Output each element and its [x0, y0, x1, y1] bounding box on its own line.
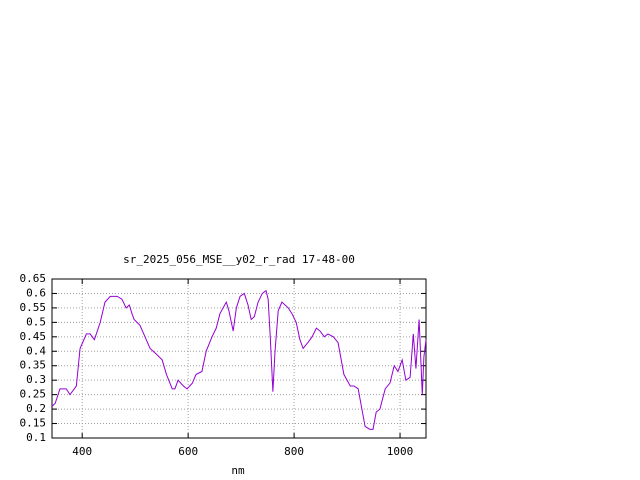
y-tick-label: 0.6 — [26, 286, 46, 299]
x-tick-label: 600 — [178, 445, 198, 458]
x-tick-label: 1000 — [387, 445, 414, 458]
y-tick-label: 0.35 — [20, 359, 47, 372]
x-axis-label: nm — [231, 464, 245, 477]
plot-frame — [51, 278, 427, 439]
y-tick-label: 0.2 — [26, 402, 46, 415]
x-tick-label: 400 — [72, 445, 92, 458]
y-tick-label: 0.4 — [26, 344, 46, 357]
x-tick-label: 800 — [284, 445, 304, 458]
y-tick-label: 0.1 — [26, 431, 46, 444]
y-tick-label: 0.55 — [20, 301, 47, 314]
y-tick-label: 0.45 — [20, 330, 47, 343]
y-tick-label: 0.15 — [20, 417, 47, 430]
y-tick-label: 0.25 — [20, 388, 47, 401]
y-tick-label: 0.5 — [26, 315, 46, 328]
chart-title: sr_2025_056_MSE__y02_r_rad 17-48-00 — [123, 253, 355, 266]
data-line — [51, 289, 427, 430]
y-tick-label: 0.65 — [20, 272, 47, 285]
y-tick-label: 0.3 — [26, 373, 46, 386]
